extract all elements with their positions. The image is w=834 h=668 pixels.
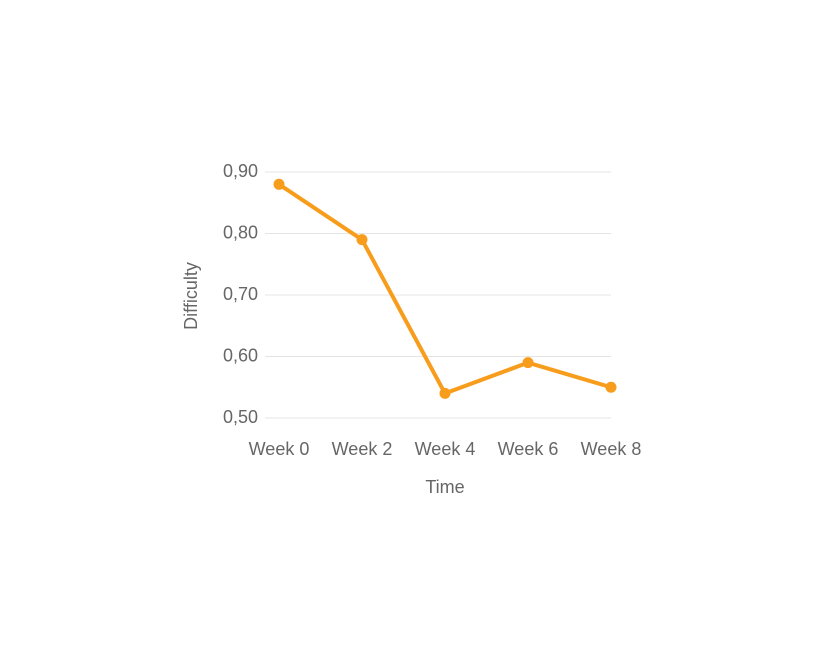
y-tick-label: 0,70	[223, 284, 258, 304]
data-point	[273, 178, 285, 190]
x-axis-title: Time	[425, 477, 464, 497]
data-line	[277, 182, 612, 396]
x-tick-label: Week 8	[581, 439, 642, 459]
x-tick-label: Week 6	[498, 439, 559, 459]
y-tick-label: 0,50	[223, 407, 258, 427]
x-tick-label: Week 2	[332, 439, 393, 459]
y-tick-label: 0,60	[223, 345, 258, 365]
y-axis-title: Difficulty	[181, 262, 201, 330]
x-tick-label: Week 0	[249, 439, 310, 459]
data-point	[605, 381, 617, 393]
y-tick-label: 0,90	[223, 161, 258, 181]
data-point	[356, 234, 368, 246]
data-point	[522, 357, 534, 369]
data-point	[439, 387, 451, 399]
x-tick-label: Week 4	[415, 439, 476, 459]
y-tick-label: 0,80	[223, 222, 258, 242]
